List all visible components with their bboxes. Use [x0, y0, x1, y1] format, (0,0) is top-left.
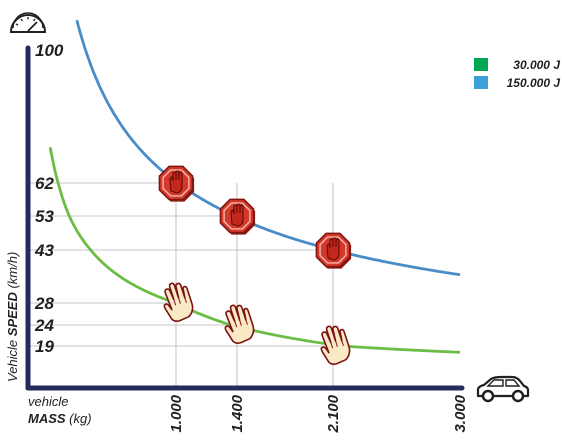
y-tick-label: 24 — [34, 316, 54, 335]
hand-marker — [320, 325, 351, 366]
stop-sign-marker — [315, 232, 352, 269]
y-tick-label: 28 — [34, 294, 54, 313]
legend-label-30000: 30.000 J — [513, 58, 560, 72]
y-tick-label: 43 — [34, 241, 54, 260]
y-tick-labels: 100 62 53 43 28 24 19 — [34, 41, 64, 356]
x-tick-label: 2.100 — [325, 394, 342, 433]
curve-line — [75, 19, 461, 277]
hand-marker — [224, 304, 255, 345]
x-tick-label: 1.000 — [168, 394, 185, 432]
x-axis-title: MASS (kg) — [28, 411, 92, 426]
legend-swatch-150000 — [474, 76, 488, 89]
curves — [48, 19, 461, 354]
y-tick-label: 19 — [35, 337, 54, 356]
speedometer-icon — [9, 12, 47, 33]
x-tick-label: 1.400 — [229, 394, 246, 432]
legend-label-150000: 150.000 J — [507, 76, 561, 90]
y-tick-label: 100 — [35, 41, 64, 60]
stop-sign-marker — [219, 198, 256, 235]
x-axis-title-line1: vehicle — [28, 394, 68, 409]
legend-swatch-30000 — [474, 58, 488, 71]
markers — [158, 165, 352, 366]
legend: 30.000 J 150.000 J — [474, 58, 560, 90]
y-axis-title: Vehicle SPEED (km/h) — [5, 252, 20, 382]
curve-line — [48, 146, 461, 354]
hand-marker — [163, 282, 194, 323]
y-tick-label: 62 — [35, 174, 54, 193]
guide-lines — [28, 182, 334, 388]
car-icon — [476, 375, 530, 403]
y-tick-label: 53 — [35, 207, 54, 226]
x-tick-label: 3.000 — [452, 394, 469, 432]
x-tick-labels: 1.000 1.400 2.100 3.000 — [168, 394, 469, 433]
stop-sign-marker — [158, 165, 195, 202]
